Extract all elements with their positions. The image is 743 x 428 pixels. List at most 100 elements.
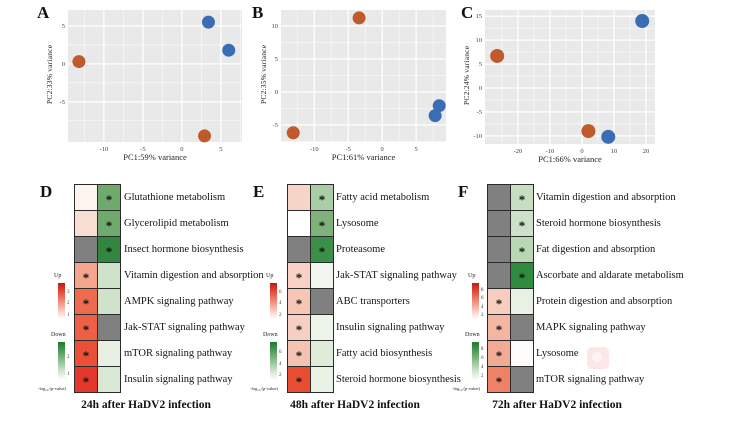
plot-background [485, 10, 655, 144]
heatmap-cell-down [311, 289, 333, 314]
panel-letter-B: B [252, 3, 264, 22]
y-tick-label: 5 [62, 23, 65, 30]
legend-down-tick: 2 [279, 373, 282, 379]
heatmap-cell-up [288, 211, 310, 236]
heatmap-cell-up: * [488, 367, 510, 392]
heatmap-cell-down: * [511, 211, 533, 236]
heatmap-cell-up [488, 237, 510, 262]
legend-up-tick: 4 [481, 304, 484, 310]
x-tick-label: 20 [643, 148, 650, 155]
data-point-group-blue [432, 99, 446, 113]
heatmap-cell-down [311, 315, 333, 340]
panel-letter-D: D [40, 182, 53, 201]
legend-down-colorbar [270, 342, 277, 380]
pathway-label: Glutathione metabolism [124, 191, 226, 203]
y-tick-label: 10 [272, 23, 279, 30]
pathway-label: Steroid hormone biosynthesis [536, 217, 661, 229]
data-point-group-orange [286, 126, 300, 140]
data-point-group-orange [352, 11, 366, 25]
legend-scale-label: -log₁₀ (p-value) [452, 386, 481, 391]
heatmap-cell-up [488, 263, 510, 288]
panel-B: B PC2:35% variance -10 -5 0 5 -5 0 5 10 PC1:61%… [245, 2, 460, 174]
x-axis-title-C: PC1:66% variance [538, 154, 602, 164]
colorbar-legend-F: Up 8 6 4 2 Down 8 6 4 2 -log₁₀ (p-value) [452, 269, 508, 407]
pathway-label: Proteasome [336, 243, 385, 255]
pca-plot-B: -10 -5 0 5 -5 0 5 10 [272, 10, 446, 153]
heatmap-cell-down: * [98, 237, 120, 262]
x-axis-title-A: PC1:59% variance [123, 152, 187, 162]
data-point-group-blue [201, 15, 215, 29]
heatmap-cell-down [98, 341, 120, 366]
x-tick-label: -5 [346, 146, 351, 153]
y-tick-label: 5 [479, 61, 482, 68]
panel-A: A PC2:33% variance -10 -5 0 5 -5 0 5 PC1:59% v… [30, 2, 245, 174]
heatmap-cell-up [75, 211, 97, 236]
watermark-dot [592, 352, 602, 362]
heatmap-cell-down [511, 341, 533, 366]
heatmap-cell-up: * [288, 263, 310, 288]
heatmap-cell-down [98, 289, 120, 314]
x-axis-title-B: PC1:61% variance [331, 152, 396, 162]
x-tick-label: -10 [100, 146, 109, 153]
data-point-group-blue [222, 43, 236, 57]
heatmap-grid-E: * * * * * * * * [287, 184, 334, 393]
legend-up-label: Up [468, 273, 476, 279]
heatmap-cell-up: * [288, 367, 310, 392]
heatmap-cell-up [75, 237, 97, 262]
heatmap-cell-up [488, 185, 510, 210]
legend-up-colorbar [270, 283, 277, 319]
legend-down-tick: 1 [67, 371, 70, 377]
heatmap-cell-down: * [311, 211, 333, 236]
data-point-group-blue [428, 109, 442, 123]
legend-up-tick: 3 [67, 290, 70, 296]
y-tick-label: 10 [476, 37, 483, 44]
legend-down-label: Down [465, 332, 480, 338]
y-tick-label: -5 [477, 109, 482, 116]
legend-up-tick: 4 [279, 301, 282, 307]
heatmap-cell-down: * [311, 237, 333, 262]
heatmap-cell-down [98, 315, 120, 340]
pathway-labels-D: Glutathione metabolism Glycerolipid metab… [124, 184, 264, 392]
panel-C: C PC2:24% variance -20 -10 0 10 20 -10 -5 0 5 10 1… [452, 2, 682, 174]
y-tick-label: 0 [275, 89, 278, 96]
caption-D: 24h after HaDV2 infection [81, 399, 211, 411]
panel-letter-F: F [458, 182, 469, 201]
pathway-label: AMPK signaling pathway [124, 295, 234, 307]
legend-down-tick: 8 [481, 347, 484, 353]
x-tick-label: -5 [140, 146, 145, 153]
x-tick-label: 0 [180, 146, 183, 153]
pathway-label: Fatty acid biosynthesis [336, 347, 433, 359]
data-point-group-orange [198, 129, 212, 143]
heatmap-cell-down [511, 367, 533, 392]
data-point-group-blue [601, 129, 616, 144]
colorbar-legend-E: Up 6 4 2 Down 6 4 2 -log₁₀ (p-value) [250, 269, 306, 407]
panel-D: D Up 3 2 1 Down 2 1 -log₁₀ (p-value) * * * * * * * * G… [36, 182, 264, 428]
y-tick-label: 0 [479, 85, 482, 92]
legend-up-tick: 6 [481, 296, 484, 302]
heatmap-cell-up [288, 185, 310, 210]
heatmap-cell-down [311, 367, 333, 392]
legend-up-tick: 8 [481, 287, 484, 293]
y-tick-label: -5 [60, 99, 65, 106]
pathway-label: Jak-STAT signaling pathway [124, 321, 245, 333]
heatmap-cell-up [75, 185, 97, 210]
legend-down-tick: 6 [279, 349, 282, 355]
pathway-labels-E: Fatty acid metabolism Lysosome Proteasome J… [336, 184, 461, 392]
pathway-label: Jak-STAT signaling pathway [336, 269, 457, 281]
heatmap-cell-up: * [488, 289, 510, 314]
y-tick-label: 0 [62, 61, 65, 68]
heatmap-cell-up [488, 211, 510, 236]
pathway-labels-F: Vitamin digestion and absorption Steroid … [536, 184, 684, 392]
legend-up-tick: 2 [279, 312, 282, 318]
heatmap-cell-up: * [75, 315, 97, 340]
panel-letter-A: A [37, 3, 50, 22]
legend-down-label: Down [263, 332, 278, 338]
heatmap-grid-D: * * * * * * * * [74, 184, 121, 393]
pathway-label: Fatty acid metabolism [336, 191, 430, 203]
legend-up-colorbar [472, 283, 479, 319]
pathway-label: Steroid hormone biosynthesis [336, 373, 461, 385]
plot-background [281, 10, 446, 142]
pathway-label: Lysosome [536, 347, 579, 359]
pathway-label: mTOR signaling pathway [124, 347, 233, 359]
